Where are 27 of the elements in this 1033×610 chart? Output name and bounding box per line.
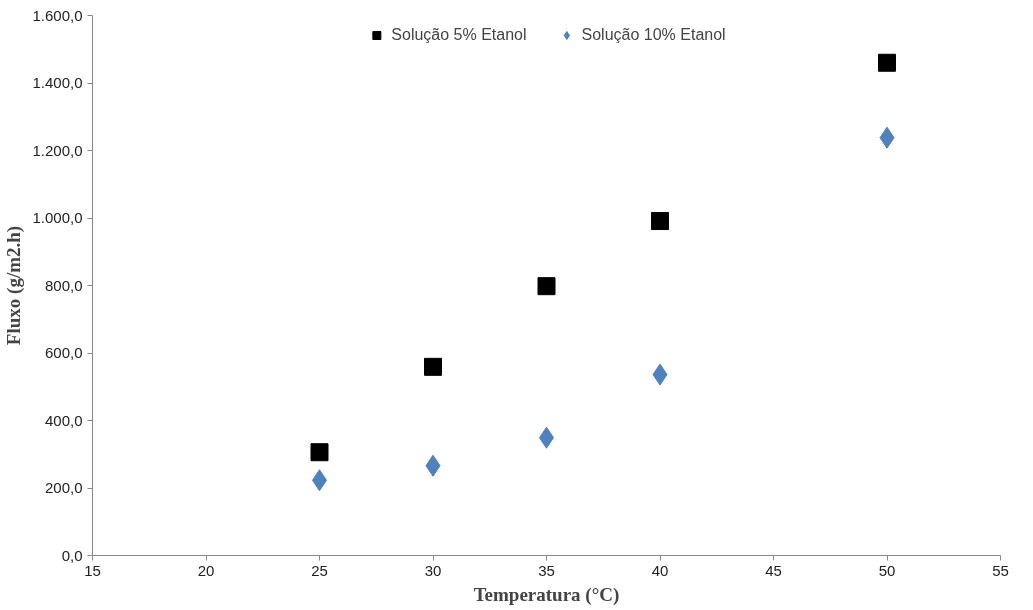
y-axis-title: Fluxo (g/m2.h) — [3, 225, 26, 346]
point — [424, 357, 442, 376]
y-tick-label: 0,0 — [61, 546, 83, 564]
point — [878, 53, 896, 72]
x-tick-label: 15 — [84, 561, 101, 579]
point — [651, 212, 669, 231]
y-tick-label: 1.400,0 — [32, 74, 83, 91]
point — [537, 277, 556, 296]
y-tick-label: 1.000,0 — [32, 209, 83, 226]
x-tick-label: 35 — [538, 561, 555, 579]
y-tick-label: 1.600,0 — [32, 6, 83, 24]
x-tick-label: 55 — [992, 561, 1009, 579]
x-tick-label: 30 — [424, 561, 442, 579]
y-tick-label: 200,0 — [44, 479, 83, 496]
x-tick-label: 40 — [651, 561, 669, 579]
legend-label: Solução 5% Etanol — [391, 26, 527, 44]
x-tick-label: 50 — [878, 561, 896, 579]
x-axis-title: Temperatura (°C) — [473, 583, 620, 606]
x-tick-label: 45 — [765, 561, 782, 579]
point — [310, 443, 329, 462]
x-tick-label: 25 — [311, 561, 328, 579]
y-tick-label: 600,0 — [44, 344, 83, 361]
y-tick-label: 800,0 — [44, 276, 83, 294]
legend-label: Solução 10% Etanol — [581, 26, 726, 44]
y-tick-label: 400,0 — [44, 411, 83, 429]
x-tick-label: 20 — [197, 561, 215, 579]
y-tick-label: 1.200,0 — [32, 141, 83, 159]
